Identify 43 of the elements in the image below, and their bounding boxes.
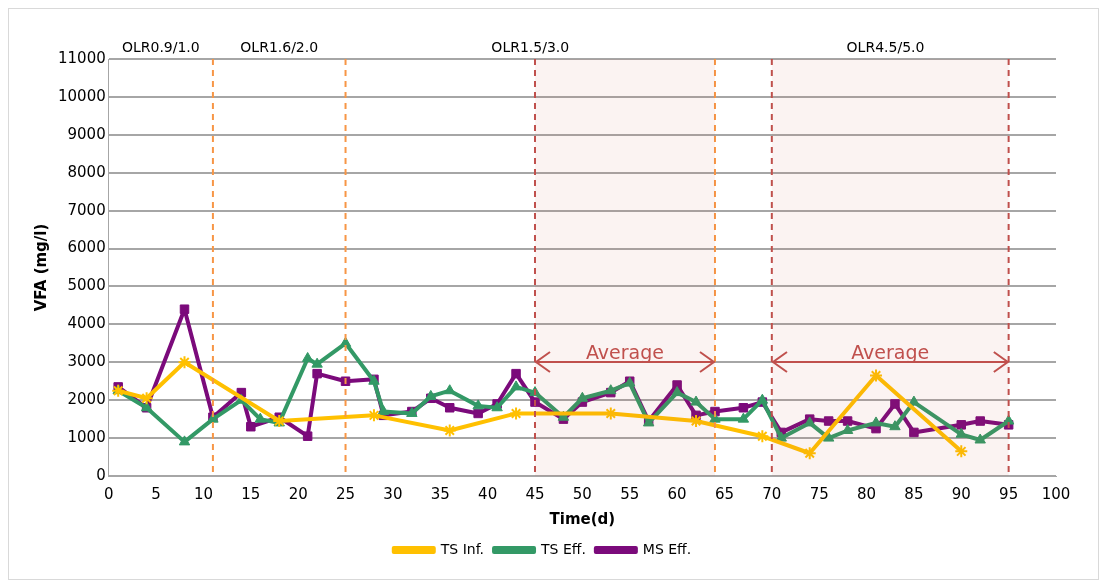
legend-label: MS Eff.	[642, 540, 692, 557]
y-tick-label: 11000	[58, 48, 106, 67]
x-tick-label: 75	[809, 484, 829, 503]
text: OLR4.5/5.0	[846, 38, 925, 55]
x-tick-label: 10	[193, 484, 213, 503]
y-tick-label: 2000	[67, 390, 106, 409]
x-tick-label: 100	[1041, 484, 1071, 503]
x-axis-title: Time(d)	[549, 509, 616, 528]
x-tick-label: 85	[904, 484, 924, 503]
x-tick-label: 70	[762, 484, 782, 503]
text: OLR0.9/1.0	[121, 38, 200, 55]
y-tick-label: 6000	[67, 238, 106, 257]
y-tick-label: 7000	[67, 200, 106, 219]
x-tick-label: 65	[714, 484, 734, 503]
x-tick-label: 55	[620, 484, 640, 503]
legend-label: TS Eff.	[540, 540, 586, 557]
x-tick-label: 15	[241, 484, 261, 503]
y-tick-label: 9000	[67, 124, 106, 143]
y-axis-title: VFA (mg/l)	[31, 223, 50, 312]
band-label: Average	[851, 340, 930, 363]
y-tick-label: 1000	[67, 427, 106, 446]
y-tick-label: 8000	[67, 162, 106, 181]
x-tick-label: 45	[525, 484, 545, 503]
x-tick-label: 20	[288, 484, 308, 503]
legend-label: TS Inf.	[439, 540, 485, 557]
band-label: Average	[585, 340, 664, 363]
y-tick-label: 0	[96, 465, 106, 484]
x-tick-label: 90	[951, 484, 971, 503]
x-tick-label: 60	[667, 484, 687, 503]
x-tick-label: 80	[857, 484, 877, 503]
x-tick-label: 95	[999, 484, 1019, 503]
x-tick-label: 5	[151, 484, 161, 503]
y-tick-label: 5000	[67, 276, 106, 295]
y-tick-label: 3000	[67, 352, 106, 371]
x-tick-label: 40	[478, 484, 498, 503]
y-tick-label: 10000	[58, 86, 106, 105]
y-tick-label: 4000	[67, 314, 106, 333]
text: OLR1.6/2.0	[240, 38, 319, 55]
x-tick-label: 25	[335, 484, 356, 503]
text: OLR1.5/3.0	[491, 38, 570, 55]
x-tick-label: 50	[572, 484, 592, 503]
x-tick-label: 30	[383, 484, 403, 503]
x-tick-label: 35	[430, 484, 450, 503]
